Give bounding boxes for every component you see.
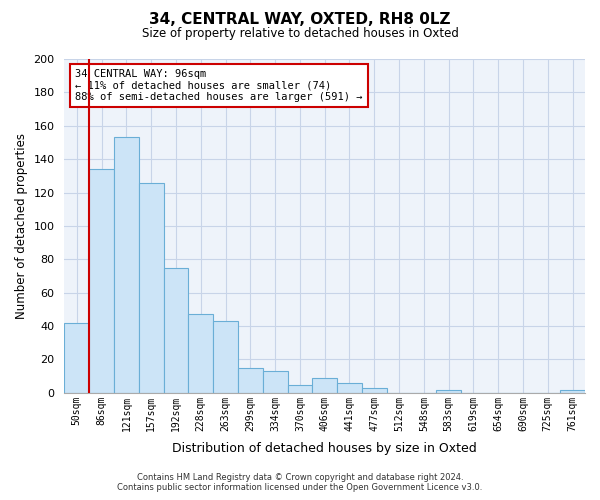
X-axis label: Distribution of detached houses by size in Oxted: Distribution of detached houses by size … <box>172 442 477 455</box>
Text: 34 CENTRAL WAY: 96sqm
← 11% of detached houses are smaller (74)
88% of semi-deta: 34 CENTRAL WAY: 96sqm ← 11% of detached … <box>75 69 362 102</box>
Y-axis label: Number of detached properties: Number of detached properties <box>15 133 28 319</box>
Bar <box>436 390 461 393</box>
Bar <box>560 390 585 393</box>
Text: Contains HM Land Registry data © Crown copyright and database right 2024.
Contai: Contains HM Land Registry data © Crown c… <box>118 473 482 492</box>
Bar <box>139 182 164 393</box>
Bar <box>337 383 362 393</box>
Text: Size of property relative to detached houses in Oxted: Size of property relative to detached ho… <box>142 28 458 40</box>
Bar <box>213 321 238 393</box>
Bar <box>188 314 213 393</box>
Bar <box>362 388 386 393</box>
Bar <box>164 268 188 393</box>
Bar <box>313 378 337 393</box>
Bar <box>64 323 89 393</box>
Bar <box>263 371 287 393</box>
Text: 34, CENTRAL WAY, OXTED, RH8 0LZ: 34, CENTRAL WAY, OXTED, RH8 0LZ <box>149 12 451 28</box>
Bar <box>287 384 313 393</box>
Bar <box>238 368 263 393</box>
Bar <box>89 169 114 393</box>
Bar <box>114 138 139 393</box>
